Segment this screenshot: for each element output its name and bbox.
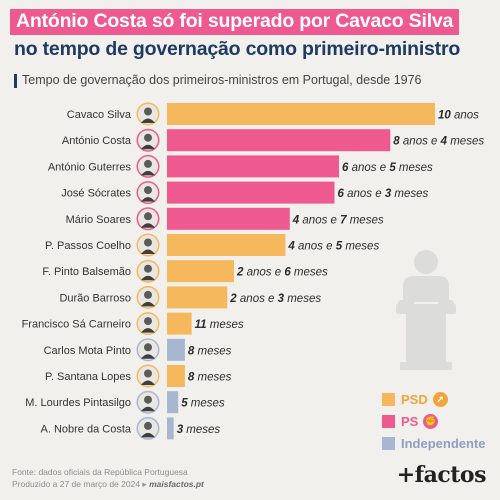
portrait-p-passos-coelho: [136, 233, 160, 257]
category-label-p-santana-lopes: P. Santana Lopes: [45, 371, 132, 383]
footer: Fonte: dados oficiais da República Portu…: [12, 466, 204, 490]
title-line-2: no tempo de governação como primeiro-min…: [14, 38, 461, 60]
bar-p-santana-lopes: [167, 365, 185, 387]
category-label-p-passos-coelho: P. Passos Coelho: [45, 240, 131, 252]
subtitle: Tempo de governação dos primeiros-minist…: [22, 73, 422, 87]
arrow-hands-icon: ➚: [432, 391, 448, 407]
data-label-antonio-costa: 8 anos e 4 meses: [393, 136, 484, 148]
data-label-f-pinto-balsemao: 2 anos e 6 meses: [236, 267, 328, 279]
category-label-mario-soares: Mário Soares: [66, 214, 132, 226]
data-label-mario-soares: 4 anos e 7 meses: [292, 214, 384, 226]
data-label-p-passos-coelho: 4 anos e 5 meses: [287, 241, 379, 253]
category-label-antonio-costa: António Costa: [62, 135, 132, 147]
footer-produced: Produzido a 27 de março de 2024 ▸: [12, 479, 147, 489]
bar-carlos-mota-pinto: [167, 338, 185, 361]
title-line-1: António Costa só foi superado por Cavaco…: [16, 10, 454, 32]
portrait-p-santana-lopes: [136, 364, 160, 388]
subtitle-marker: [14, 74, 17, 88]
legend-label-psd: PSD: [401, 391, 428, 407]
portrait-antonio-guterres: [136, 154, 160, 178]
footer-site-link[interactable]: maisfactos.pt: [149, 479, 204, 489]
category-label-jose-socrates: José Sócrates: [61, 188, 131, 200]
category-label-francisco-sa-carneiro: Francisco Sá Carneiro: [22, 319, 131, 331]
portrait-jose-socrates: [136, 181, 160, 205]
bar-p-passos-coelho: [167, 234, 286, 256]
data-label-francisco-sa-carneiro: 11 meses: [195, 319, 244, 331]
data-label-m-lourdes-pintasilgo: 5 meses: [181, 398, 225, 410]
data-label-jose-socrates: 6 anos e 3 meses: [338, 188, 429, 200]
legend-swatch-psd: [382, 392, 395, 406]
category-label-durao-barroso: Durão Barroso: [59, 292, 131, 304]
bar-jose-socrates: [167, 181, 335, 204]
portrait-cavaco-silva: [136, 102, 160, 126]
bar-durao-barroso: [167, 286, 228, 309]
legend-label-independente: Independente: [401, 435, 486, 451]
data-label-durao-barroso: 2 anos e 3 meses: [229, 293, 321, 305]
legend-item-ps: PS ✊: [382, 410, 486, 432]
legend-label-ps: PS: [401, 413, 419, 429]
category-label-m-lourdes-pintasilgo: M. Lourdes Pintasilgo: [25, 397, 131, 409]
portrait-m-lourdes-pintasilgo: [136, 390, 160, 414]
fist-rose-icon: ✊: [423, 413, 439, 429]
data-label-p-santana-lopes: 8 meses: [188, 372, 232, 384]
bar-cavaco-silva: [167, 103, 435, 125]
category-label-a-nobre-da-costa: A. Nobre da Costa: [41, 423, 132, 435]
category-label-cavaco-silva: Cavaco Silva: [67, 109, 132, 121]
bar-francisco-sa-carneiro: [167, 312, 192, 335]
data-label-antonio-guterres: 6 anos e 5 meses: [342, 162, 433, 174]
legend-swatch-ps: [382, 414, 395, 428]
data-label-carlos-mota-pinto: 8 meses: [188, 345, 232, 357]
category-label-antonio-guterres: António Guterres: [48, 161, 132, 173]
bar-m-lourdes-pintasilgo: [167, 391, 179, 414]
title-highlight: António Costa só foi superado por Cavaco…: [10, 9, 460, 35]
bar-antonio-costa: [167, 129, 391, 152]
portrait-francisco-sa-carneiro: [136, 312, 160, 336]
bar-antonio-guterres: [167, 155, 339, 178]
data-label-a-nobre-da-costa: 3 meses: [177, 424, 221, 436]
portrait-a-nobre-da-costa: [136, 416, 160, 440]
footer-produced-line: Produzido a 27 de março de 2024 ▸ maisfa…: [12, 478, 204, 490]
portrait-carlos-mota-pinto: [136, 338, 160, 362]
bar-f-pinto-balsemao: [167, 260, 234, 283]
portrait-mario-soares: [136, 207, 160, 231]
legend: PSD ➚ PS ✊ Independente: [382, 388, 486, 454]
legend-swatch-independente: [382, 436, 395, 450]
portrait-durao-barroso: [136, 285, 160, 309]
legend-item-independente: Independente: [382, 432, 486, 454]
data-label-cavaco-silva: 10 anos: [438, 110, 479, 122]
brand-logo: +factos: [396, 462, 487, 488]
bar-mario-soares: [167, 207, 290, 230]
portrait-f-pinto-balsemao: [136, 259, 160, 283]
portrait-antonio-costa: [136, 128, 160, 152]
category-label-carlos-mota-pinto: Carlos Mota Pinto: [44, 345, 131, 357]
bar-a-nobre-da-costa: [167, 417, 174, 440]
legend-item-psd: PSD ➚: [382, 388, 486, 410]
category-label-f-pinto-balsemao: F. Pinto Balsemão: [42, 266, 131, 278]
footer-source: Fonte: dados oficiais da República Portu…: [12, 467, 188, 477]
speaker-podium-icon: [396, 250, 456, 370]
